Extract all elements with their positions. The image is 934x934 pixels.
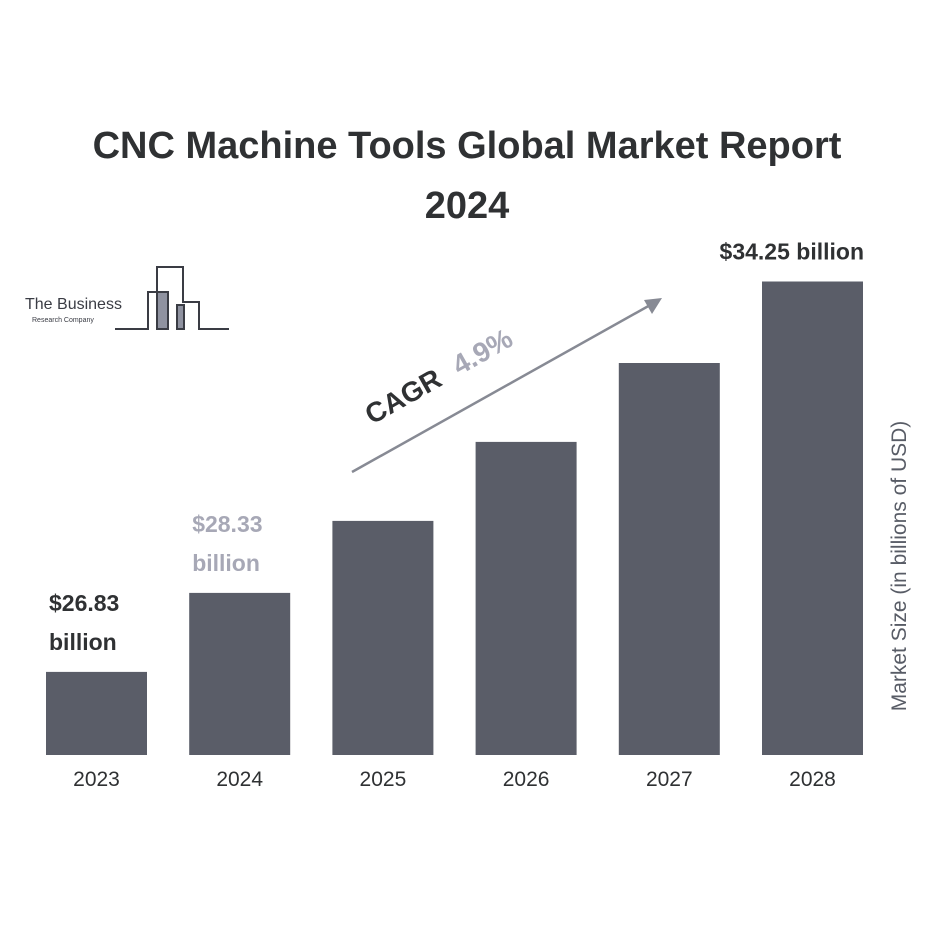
data-label-2023: billion <box>49 629 117 655</box>
bar-2025 <box>332 520 434 755</box>
x-tick-label: 2027 <box>646 768 693 791</box>
x-tick-label: 2025 <box>360 768 407 791</box>
chart-title: CNC Machine Tools Global Market Report 20… <box>93 125 842 227</box>
bar-2027 <box>618 363 720 755</box>
data-label-2028: $34.25 billion <box>720 239 864 265</box>
logo-text-line1: The Business <box>25 296 122 313</box>
x-tick-label: 2023 <box>73 768 120 791</box>
data-label-2024: billion <box>192 550 260 576</box>
bar-2026 <box>475 441 577 755</box>
bars <box>46 281 863 755</box>
x-tick-label: 2024 <box>216 768 263 791</box>
chart-title-line: CNC Machine Tools Global Market Report <box>93 125 842 167</box>
logo-buildings-icon <box>115 266 229 330</box>
data-labels: $26.83 billion $28.33 billion $34.25 billion <box>49 239 864 655</box>
cagr-arrow-head <box>644 298 662 314</box>
x-tick-label: 2026 <box>503 768 550 791</box>
chart-title-line: 2024 <box>425 185 510 227</box>
bar-2024 <box>189 592 291 755</box>
x-axis-ticks: 2023 2024 2025 2026 2027 2028 <box>73 768 836 791</box>
company-logo: The Business Research Company <box>25 266 229 330</box>
bar-2028 <box>762 281 863 755</box>
data-label-2024: $28.33 <box>192 511 262 537</box>
data-label-2023: $26.83 <box>49 590 119 616</box>
bar-2023 <box>46 671 147 755</box>
logo-text-line2: Research Company <box>32 317 94 324</box>
cagr-annotation: CAGR 4.9% <box>360 322 518 430</box>
y-axis-label: Market Size (in billions of USD) <box>888 421 911 712</box>
cagr-arrow <box>351 298 662 474</box>
cagr-arrow-line <box>351 302 653 474</box>
cagr-label: CAGR <box>360 363 447 431</box>
cagr-value: 4.9% <box>447 322 518 380</box>
x-tick-label: 2028 <box>789 768 836 791</box>
